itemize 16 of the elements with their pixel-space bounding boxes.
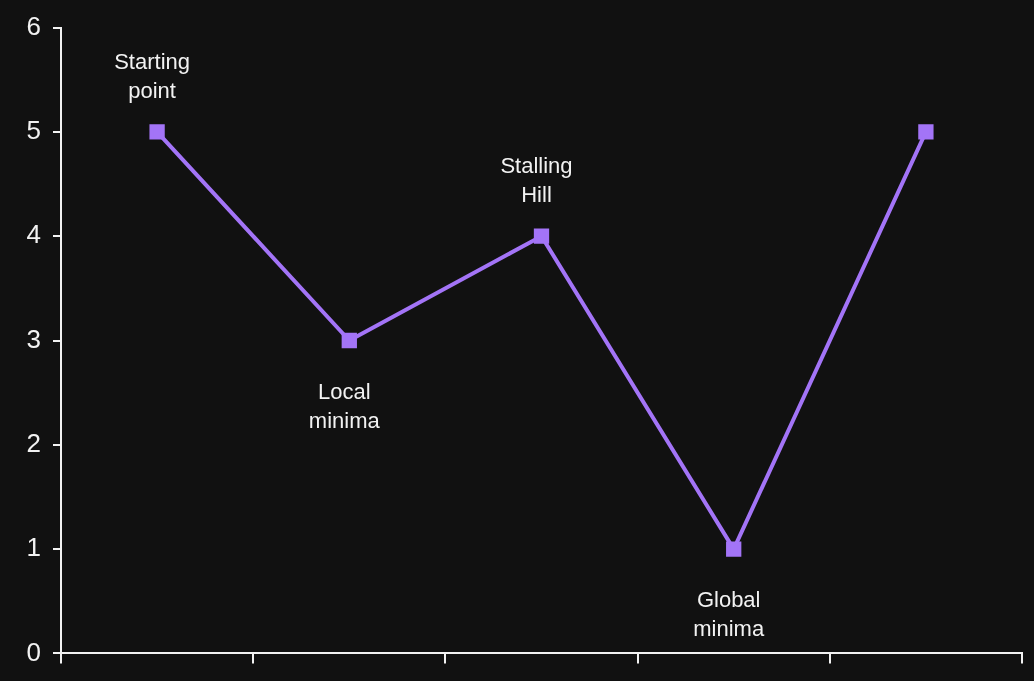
annotation: Global minima — [693, 587, 765, 642]
point — [341, 332, 357, 349]
point — [533, 228, 550, 244]
y-tick-label: 6 — [26, 10, 41, 41]
y-tick-label: 4 — [26, 219, 41, 250]
y-tick-label: 3 — [26, 323, 41, 354]
y-tick-label: 0 — [26, 636, 41, 667]
annotation: Local minima — [308, 378, 381, 433]
annotation: Starting point — [114, 48, 191, 103]
point — [149, 124, 165, 140]
point — [726, 541, 742, 557]
y-tick-label: 2 — [26, 427, 41, 458]
y-tick-label: 5 — [26, 115, 41, 146]
point — [918, 124, 934, 140]
annotation: Stalling Hill — [500, 153, 573, 208]
y-tick-label: 1 — [26, 532, 41, 563]
